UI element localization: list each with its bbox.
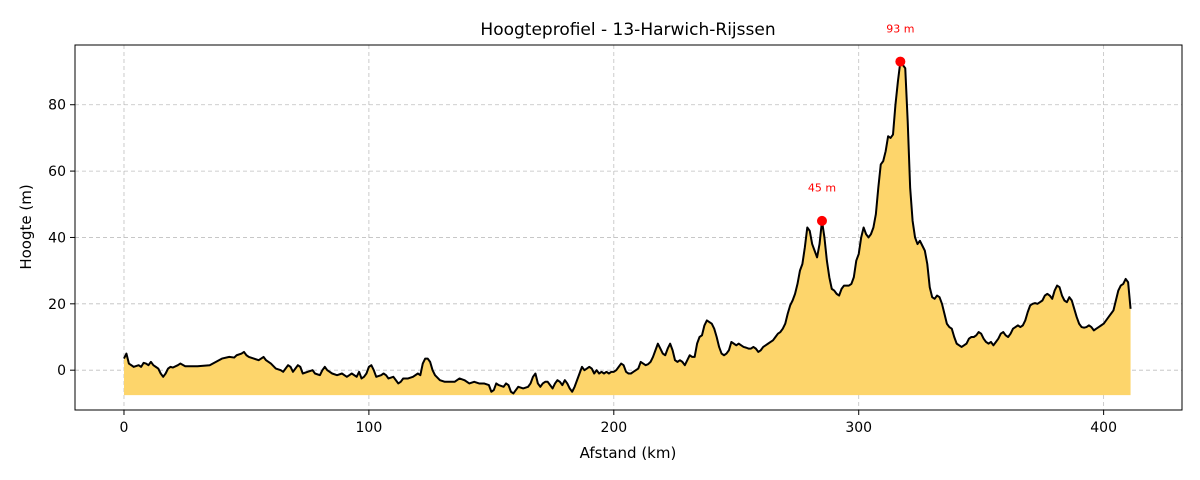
elevation-area — [123, 61, 1131, 396]
y-tick-label: 80 — [48, 98, 66, 114]
y-tick-label: 40 — [48, 230, 66, 246]
plot-frame — [74, 44, 1183, 411]
y-axis-label: Hoogte (m) — [17, 184, 35, 269]
y-tick-label: 20 — [48, 297, 66, 313]
axis-ticks: 0 100 200 300 400 0 20 40 60 80 — [48, 98, 1117, 436]
peak-label: 45 m — [808, 182, 836, 195]
x-tick-label: 300 — [845, 420, 872, 436]
grid — [75, 45, 1182, 410]
plot-area: 45 m 93 m — [123, 22, 1132, 396]
x-tick-label: 0 — [120, 420, 129, 436]
peak-marker — [816, 215, 827, 226]
x-tick-label: 400 — [1090, 420, 1117, 436]
x-tick-label: 200 — [600, 420, 627, 436]
x-axis-label: Afstand (km) — [580, 444, 677, 462]
y-tick-label: 60 — [48, 164, 66, 180]
peak-marker — [895, 56, 906, 67]
peak-label: 93 m — [886, 22, 914, 35]
elevation-line — [123, 60, 1132, 395]
chart-title: Hoogteprofiel - 13-Harwich-Rijssen — [480, 20, 775, 40]
x-tick-label: 100 — [356, 420, 383, 436]
y-tick-label: 0 — [57, 363, 66, 379]
